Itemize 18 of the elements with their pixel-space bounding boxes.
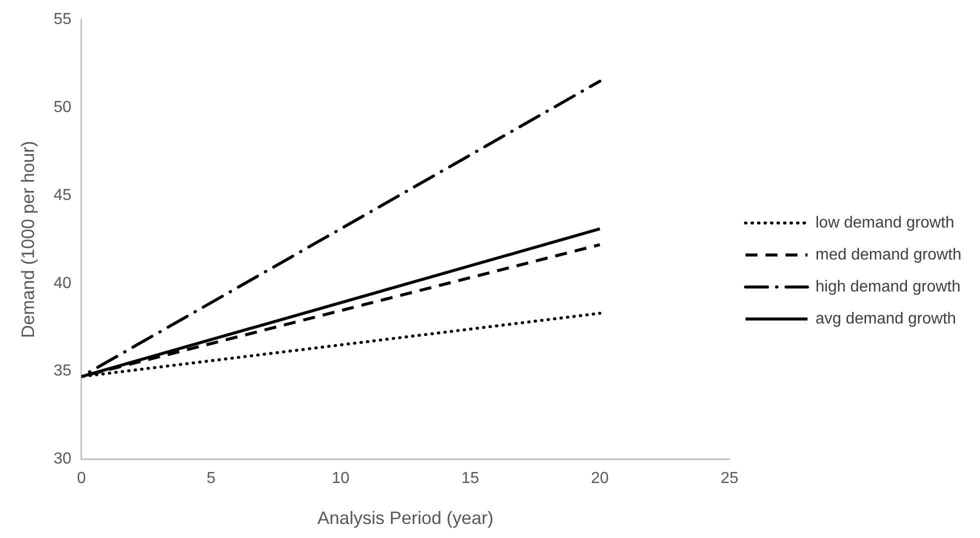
legend-label: high demand growth (816, 278, 960, 296)
legend-label: avg demand growth (816, 310, 956, 328)
y-tick-label: 35 (54, 362, 72, 380)
x-tick-label: 10 (332, 470, 350, 488)
y-tick-label: 45 (54, 186, 72, 204)
y-tick-label: 30 (54, 450, 72, 468)
x-tick-label: 20 (590, 470, 609, 488)
x-axis-title: Analysis Period (year) (317, 508, 494, 528)
legend-label: med demand growth (816, 246, 962, 264)
y-tick-label: 50 (54, 98, 72, 116)
y-tick-label: 40 (54, 274, 72, 292)
x-tick-label: 0 (76, 470, 86, 488)
y-axis-title: Demand (1000 per hour) (18, 140, 38, 338)
x-tick-label: 15 (461, 470, 480, 488)
legend-label: low demand growth (816, 214, 954, 232)
x-tick-label: 5 (206, 470, 216, 488)
y-tick-label: 55 (54, 11, 72, 28)
x-tick-label: 25 (720, 470, 738, 488)
